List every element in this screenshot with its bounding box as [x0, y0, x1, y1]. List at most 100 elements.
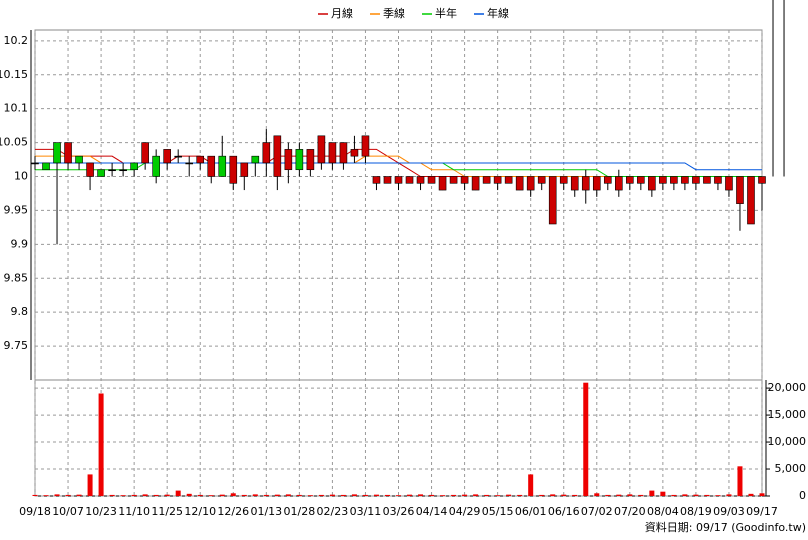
- candle-body: [592, 176, 601, 191]
- x-tick-label: 12/10: [184, 505, 216, 518]
- volume-bar: [759, 493, 765, 496]
- candle-body: [196, 155, 205, 164]
- candle-body: [97, 169, 105, 177]
- candle-body: [659, 176, 667, 184]
- x-tick-label: 03/26: [383, 505, 415, 518]
- candle-body: [438, 176, 447, 191]
- x-tick-label: 12/26: [217, 505, 249, 518]
- volume-bar: [164, 494, 170, 496]
- volume-bar: [87, 474, 93, 496]
- volume-bar: [528, 474, 534, 496]
- volume-bar: [197, 494, 203, 496]
- volume-bar: [131, 494, 137, 496]
- volume-bar: [241, 494, 247, 496]
- y-tick-label: 9.9: [11, 237, 29, 250]
- x-tick-label: 11/25: [151, 505, 183, 518]
- y2-tick-label: 15,000: [768, 408, 807, 421]
- candle-body: [747, 176, 755, 225]
- volume-bar: [186, 493, 192, 496]
- y2-tick-label: 0: [799, 489, 806, 502]
- volume-bar: [307, 495, 313, 496]
- volume-bar: [451, 494, 457, 496]
- candle-body: [306, 149, 315, 171]
- candle-body: [31, 162, 39, 165]
- volume-bar: [649, 490, 655, 496]
- volume-bar: [407, 494, 413, 496]
- volume-bar: [65, 494, 71, 496]
- candle-body: [714, 176, 722, 184]
- volume-bar: [682, 494, 688, 496]
- y-tick-label: 10.05: [0, 136, 28, 149]
- candle-body: [471, 176, 480, 191]
- candle-body: [185, 162, 194, 165]
- volume-bar: [693, 494, 699, 496]
- candle-body: [548, 176, 557, 225]
- volume-bar: [748, 493, 754, 496]
- volume-bar: [671, 494, 677, 496]
- x-tick-label: 05/15: [482, 505, 514, 518]
- volume-bar: [362, 494, 368, 496]
- volume-bar: [153, 494, 159, 496]
- candle-body: [603, 176, 612, 184]
- candle-body: [229, 155, 238, 184]
- volume-bar: [594, 493, 600, 496]
- candle-body: [427, 176, 436, 184]
- candle-body: [615, 176, 623, 191]
- x-tick-label: 11/10: [118, 505, 150, 518]
- volume-bar: [704, 494, 710, 496]
- volume-bar: [396, 495, 401, 496]
- candle-body: [240, 162, 249, 177]
- candle-body: [163, 149, 171, 164]
- volume-bar: [627, 494, 633, 496]
- y-tick-label: 9.8: [11, 305, 29, 318]
- volume-bar: [142, 494, 148, 496]
- candle-body: [372, 176, 381, 184]
- volume-bar: [208, 495, 214, 496]
- y-tick-label: 10.15: [0, 68, 28, 81]
- candle-body: [86, 162, 94, 177]
- x-tick-label: 10/23: [85, 505, 117, 518]
- x-tick-label: 09/03: [713, 505, 745, 518]
- volume-bar: [98, 393, 104, 496]
- candle-body: [626, 176, 634, 184]
- candle-body: [581, 176, 590, 191]
- candle-body: [736, 176, 744, 204]
- candle-body: [284, 149, 293, 171]
- candle-body: [460, 176, 469, 184]
- candle-body: [108, 169, 116, 172]
- candle-body: [218, 155, 227, 177]
- x-tick-label: 08/04: [647, 505, 679, 518]
- volume-bar: [340, 494, 346, 496]
- volume-bar: [572, 494, 578, 496]
- volume-bar: [109, 494, 115, 496]
- volume-bar: [76, 494, 82, 496]
- candle-body: [515, 176, 524, 191]
- candle-body: [361, 135, 370, 157]
- volume-bar: [550, 494, 556, 496]
- volume-bar: [715, 495, 721, 496]
- x-tick-label: 07/02: [581, 505, 613, 518]
- x-tick-label: 07/20: [614, 505, 646, 518]
- candle-body: [405, 176, 414, 184]
- candle-body: [482, 176, 491, 184]
- volume-bar: [660, 491, 666, 496]
- volume-bar: [737, 466, 743, 496]
- candle-body: [416, 176, 425, 184]
- candle-body: [703, 176, 711, 184]
- volume-bar: [638, 494, 644, 496]
- volume-bar: [462, 494, 468, 496]
- candle-body: [130, 162, 138, 171]
- candle-body: [339, 142, 348, 164]
- volume-bar: [285, 494, 291, 496]
- x-tick-label: 03/11: [350, 505, 382, 518]
- candle-body: [328, 142, 337, 164]
- volume-bar: [506, 494, 512, 496]
- y-tick-label: 10: [14, 170, 28, 183]
- candle-body: [174, 155, 182, 158]
- x-tick-label: 01/28: [284, 505, 316, 518]
- candle-body: [207, 155, 216, 177]
- candle-body: [670, 176, 678, 184]
- candle-body: [394, 176, 403, 184]
- candle-body: [251, 155, 260, 164]
